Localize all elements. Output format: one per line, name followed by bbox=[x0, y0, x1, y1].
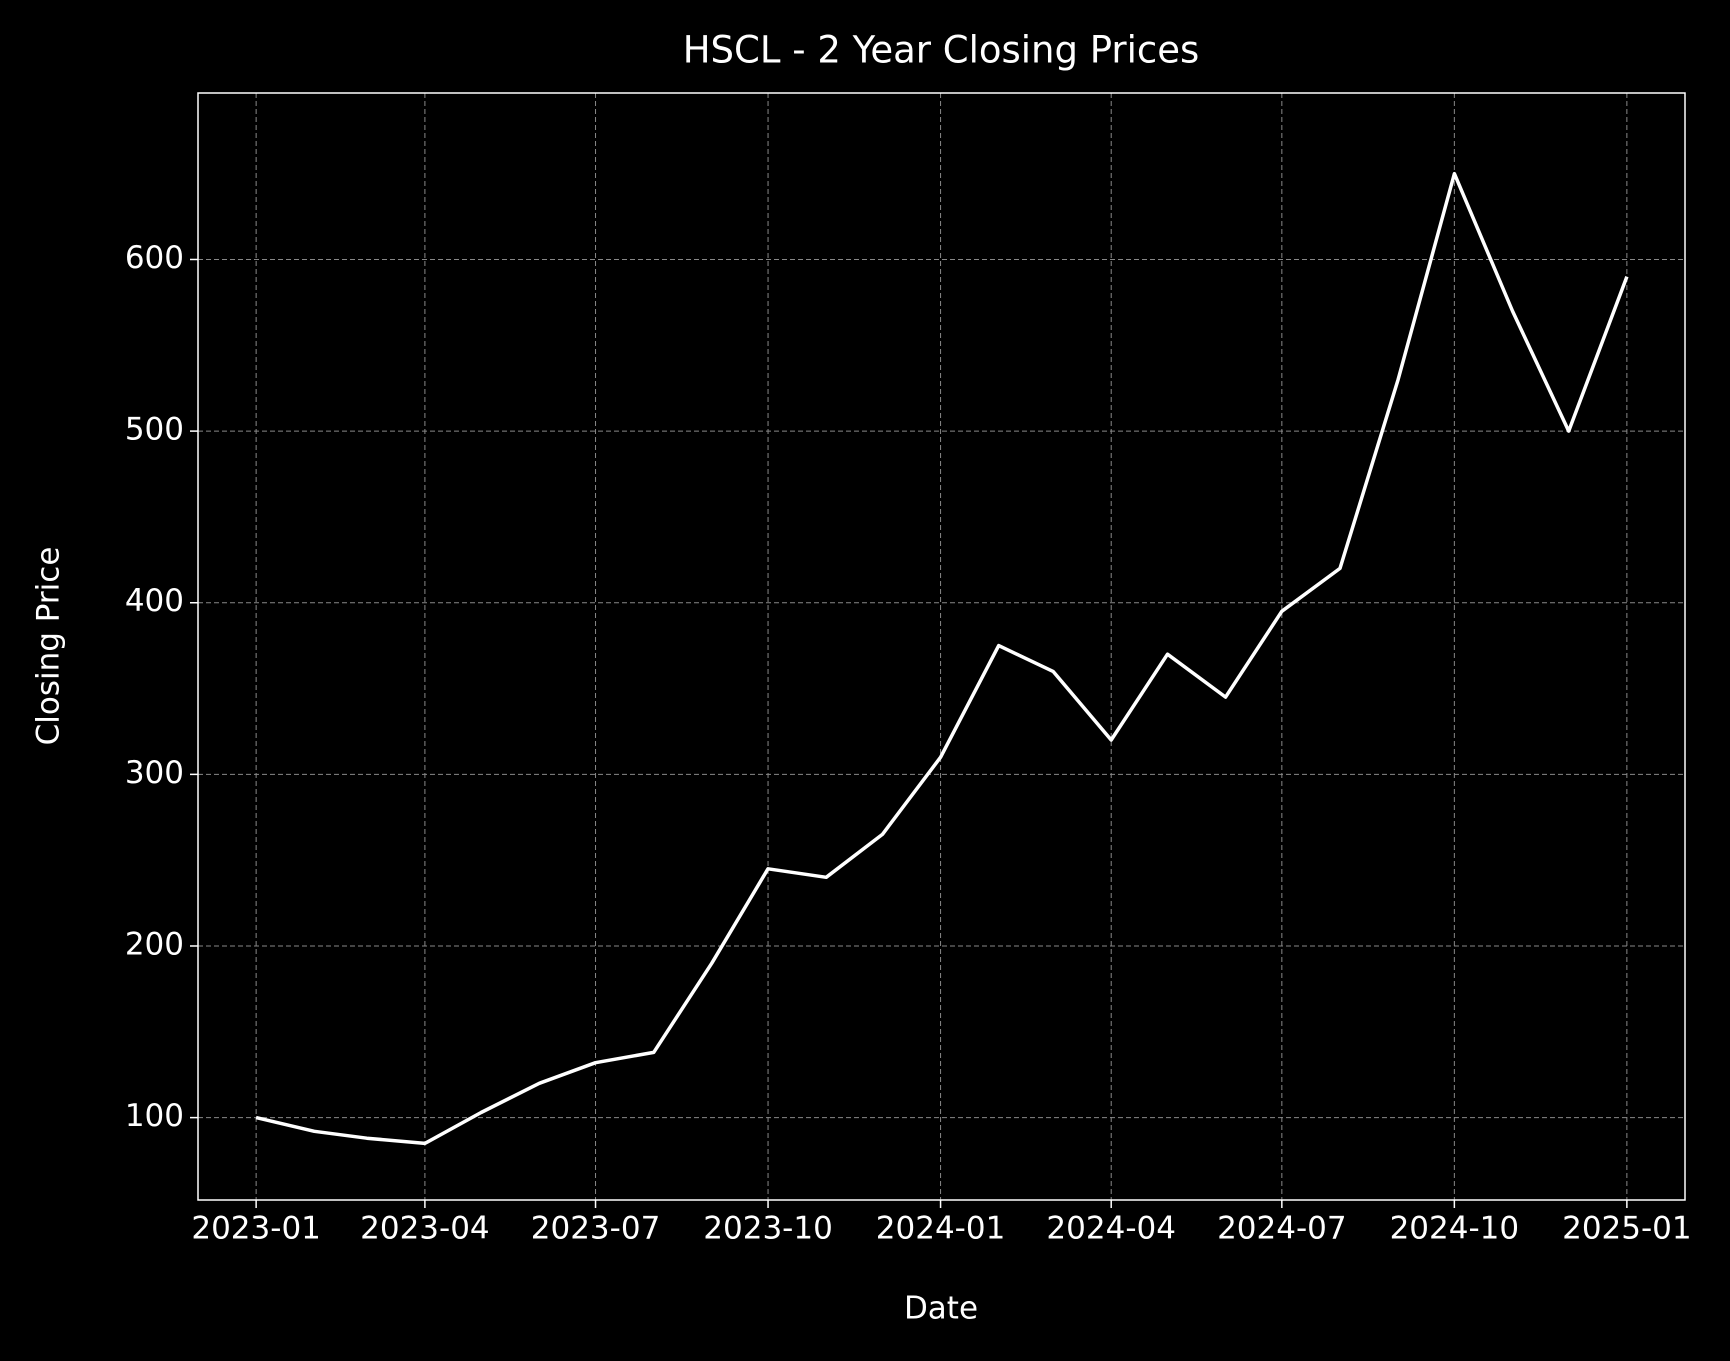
y-tick-label: 600 bbox=[125, 240, 184, 276]
x-tick-label: 2024-04 bbox=[1046, 1211, 1176, 1247]
x-tick-label: 2023-07 bbox=[531, 1211, 661, 1247]
y-tick-label: 100 bbox=[125, 1098, 184, 1134]
x-tick-label: 2024-01 bbox=[876, 1211, 1006, 1247]
x-tick-label: 2025-01 bbox=[1562, 1211, 1692, 1247]
x-axis-label: Date bbox=[904, 1291, 978, 1327]
y-axis-label: Closing Price bbox=[31, 547, 67, 746]
y-tick-label: 200 bbox=[125, 926, 184, 962]
x-tick-label: 2023-04 bbox=[360, 1211, 490, 1247]
x-tick-label: 2023-01 bbox=[191, 1211, 321, 1247]
chart-title: HSCL - 2 Year Closing Prices bbox=[683, 29, 1200, 72]
y-tick-label: 300 bbox=[125, 755, 184, 791]
x-tick-label: 2024-07 bbox=[1217, 1211, 1347, 1247]
x-tick-label: 2023-10 bbox=[703, 1211, 833, 1247]
price-line bbox=[255, 171, 1629, 1146]
y-tick-label: 400 bbox=[125, 583, 184, 619]
y-tick-label: 500 bbox=[125, 412, 184, 448]
x-tick-label: 2024-10 bbox=[1390, 1211, 1520, 1247]
plot-frame bbox=[197, 92, 1686, 1201]
